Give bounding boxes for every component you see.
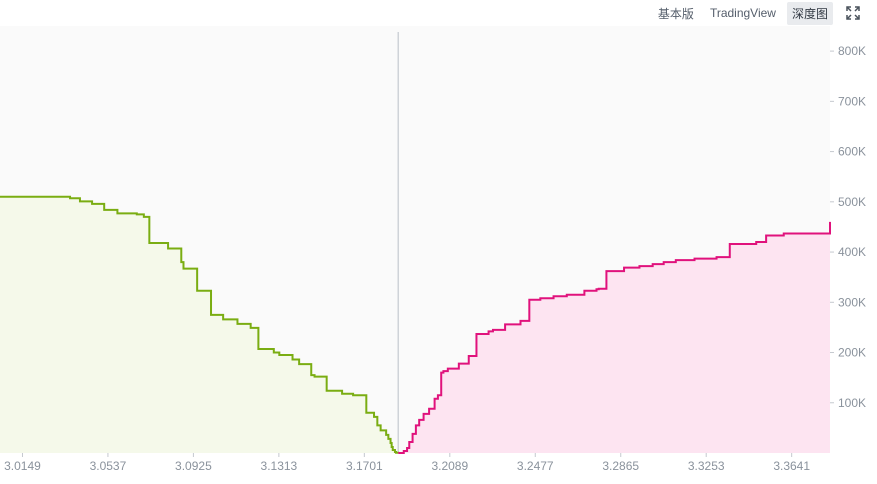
x-tick-label: 3.2865 [602,459,639,473]
x-tick-label: 3.0925 [175,459,212,473]
y-tick-label: 600K [838,145,866,159]
y-tick-label: 700K [838,94,866,108]
y-tick-label: 400K [838,245,866,259]
tradingview-tab[interactable]: TradingView [709,6,776,20]
y-tick-label: 500K [838,195,866,209]
asks-area [398,221,830,453]
y-tick-label: 100K [838,396,866,410]
chart-toolbar: 基本版 TradingView 深度图 [0,0,877,26]
x-tick-label: 3.0149 [4,459,41,473]
basic-view-tab[interactable]: 基本版 [657,6,694,21]
depth-chart: 3.0149 3.0537 3.0925 3.1313 3.1701 3.2089 3.24… [0,26,877,479]
y-tick-label: 300K [838,295,866,309]
bids-area [0,196,399,454]
x-tick-label: 3.2089 [431,459,468,473]
x-tick-label: 3.2477 [517,459,554,473]
x-tick-label: 3.3641 [773,459,810,473]
y-tick-label: 800K [838,44,866,58]
x-tick-label: 3.1701 [346,459,383,473]
asks-line [398,221,831,454]
x-tick-label: 3.1313 [261,459,298,473]
x-tick-label: 3.0537 [90,459,127,473]
depth-chart-svg: 3.0149 3.0537 3.0925 3.1313 3.1701 3.2089 3.24… [0,26,866,473]
y-tick-label: 200K [838,346,866,360]
x-tick-label: 3.3253 [688,459,725,473]
fullscreen-icon[interactable] [845,5,861,21]
bids-line [0,195,400,454]
depth-chart-tab[interactable]: 深度图 [786,1,833,25]
